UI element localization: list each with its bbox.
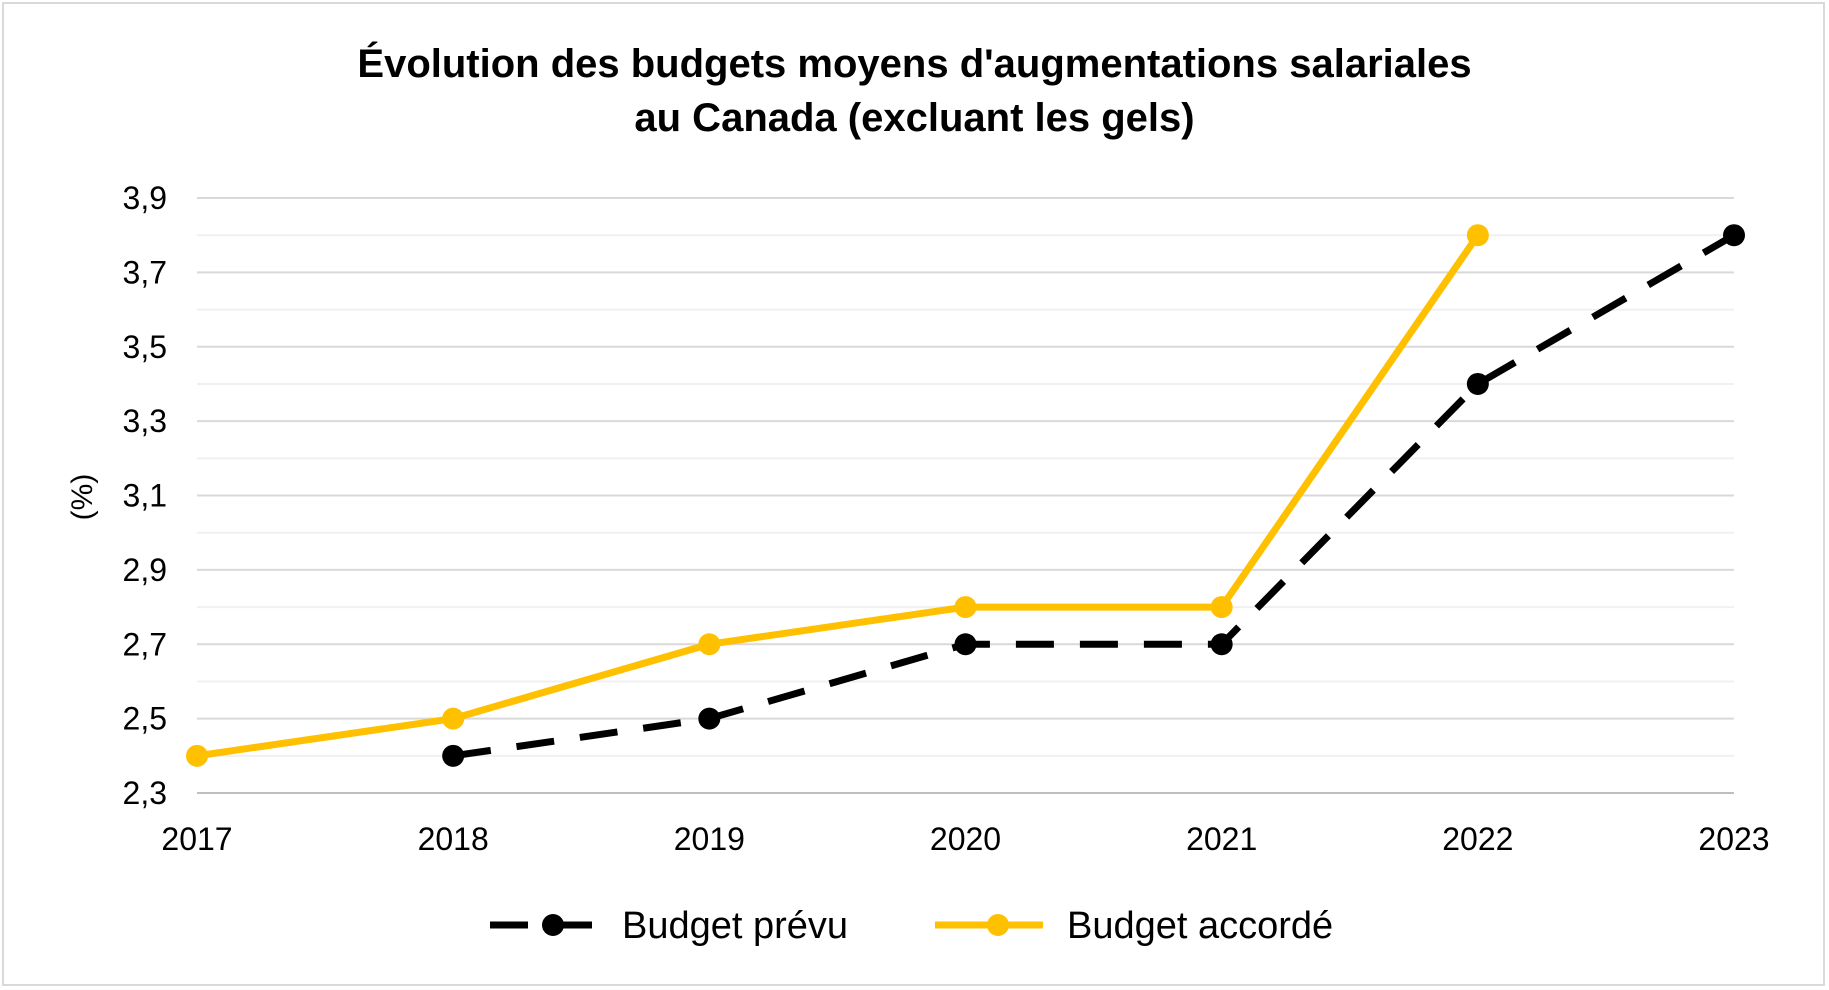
y-tick-label: 2,9 [123, 552, 167, 588]
x-tick-label: 2023 [1698, 821, 1769, 857]
legend-swatch-marker [542, 914, 564, 936]
data-point [698, 707, 721, 730]
data-point [186, 744, 208, 767]
series-line [196, 233, 1481, 760]
legend-swatch-marker [987, 914, 1009, 936]
y-tick-label: 3,9 [123, 180, 167, 216]
y-tick-label: 3,1 [123, 478, 167, 514]
chart-title-line-2: au Canada (excluant les gels) [634, 96, 1195, 140]
data-point [1466, 224, 1489, 247]
data-point [954, 633, 977, 656]
legend-label: Budget accordé [1067, 905, 1333, 947]
data-point [1723, 224, 1745, 247]
x-tick-label: 2019 [674, 821, 745, 857]
data-point [1210, 633, 1233, 656]
y-tick-label: 3,3 [123, 403, 167, 439]
y-tick-label: 2,3 [123, 775, 167, 811]
x-axis-ticks: 2017 2018 2019 2020 2021 2022 2023 [161, 821, 1769, 857]
y-axis-ticks: 2,3 2,5 2,7 2,9 3,1 3,3 3,5 3,7 3,9 [123, 180, 167, 811]
data-point [698, 633, 721, 656]
data-point [1210, 596, 1233, 619]
series-2 [186, 224, 1489, 767]
series-1 [442, 224, 1745, 767]
y-tick-label: 3,7 [123, 254, 167, 290]
y-tick-label: 2,7 [123, 626, 167, 662]
x-tick-label: 2020 [930, 821, 1001, 857]
legend-item: Budget prévu [490, 905, 848, 947]
data-point [954, 596, 977, 619]
series-line [452, 232, 1736, 760]
x-tick-label: 2018 [418, 821, 489, 857]
x-tick-label: 2022 [1442, 821, 1513, 857]
y-tick-label: 2,5 [123, 701, 167, 737]
x-tick-label: 2021 [1186, 821, 1257, 857]
grid-lines [197, 197, 1734, 794]
series-group [186, 224, 1745, 767]
legend: Budget prévu Budget accordé [490, 905, 1333, 947]
y-tick-label: 3,5 [123, 329, 167, 365]
data-point [1466, 372, 1489, 395]
legend-label: Budget prévu [622, 905, 848, 947]
chart-title-line-1: Évolution des budgets moyens d'augmentat… [357, 42, 1472, 86]
data-point [442, 744, 465, 767]
y-axis-label: (%) [66, 474, 99, 521]
legend-item: Budget accordé [935, 905, 1333, 947]
x-tick-label: 2017 [161, 821, 232, 857]
data-point [442, 707, 465, 730]
